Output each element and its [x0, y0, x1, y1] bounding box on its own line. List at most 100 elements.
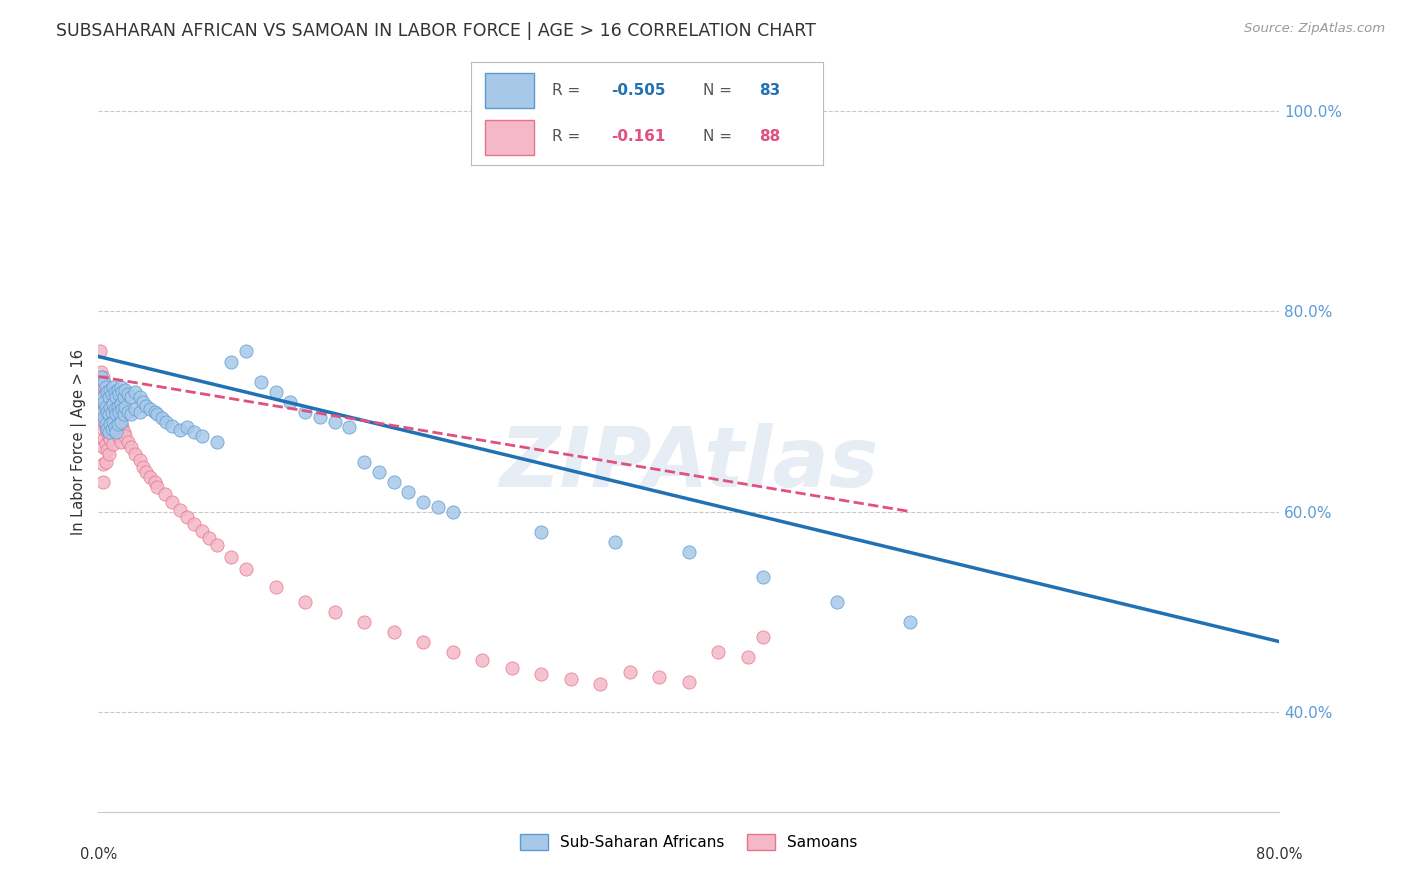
Point: [97, 425, 120, 439]
Point: [96, 442, 118, 457]
Point: [94, 384, 117, 399]
Point: [353, 615, 375, 629]
Point: [648, 670, 671, 684]
Point: [98, 400, 121, 414]
Text: 80.0%: 80.0%: [1256, 847, 1303, 862]
Point: [114, 400, 136, 414]
Point: [98, 396, 121, 410]
Text: R =: R =: [551, 83, 585, 97]
Point: [105, 390, 128, 404]
Point: [108, 404, 131, 418]
Point: [280, 394, 302, 409]
Point: [94, 454, 117, 468]
Point: [94, 419, 117, 434]
Point: [398, 484, 420, 499]
Point: [205, 434, 228, 449]
Point: [91, 390, 114, 404]
Point: [96, 384, 118, 399]
Point: [100, 417, 122, 431]
Text: 0.0%: 0.0%: [80, 847, 117, 862]
Point: [114, 428, 136, 442]
Point: [114, 383, 136, 397]
Point: [97, 446, 120, 460]
Point: [100, 421, 122, 435]
Point: [94, 401, 117, 416]
Point: [93, 415, 115, 429]
Point: [235, 344, 257, 359]
Point: [104, 421, 127, 435]
Text: -0.505: -0.505: [612, 83, 666, 97]
Point: [100, 404, 122, 418]
Point: [103, 419, 125, 434]
Text: ZIPAtlas: ZIPAtlas: [499, 423, 879, 504]
Point: [105, 407, 128, 421]
Point: [112, 390, 135, 404]
Point: [441, 505, 464, 519]
Point: [103, 402, 125, 417]
Point: [143, 475, 166, 489]
Point: [191, 524, 214, 538]
Point: [471, 653, 494, 667]
Point: [90, 384, 112, 399]
Point: [120, 440, 142, 454]
Point: [104, 419, 127, 434]
Point: [98, 415, 121, 429]
Text: -0.161: -0.161: [612, 128, 666, 144]
Point: [501, 660, 523, 674]
Point: [560, 672, 582, 686]
Point: [94, 400, 117, 414]
Point: [294, 594, 316, 608]
Text: 88: 88: [759, 128, 780, 144]
Point: [96, 404, 118, 418]
Point: [339, 419, 361, 434]
Y-axis label: In Labor Force | Age > 16: In Labor Force | Age > 16: [72, 349, 87, 534]
Point: [441, 645, 464, 659]
Point: [107, 426, 129, 441]
Point: [250, 375, 273, 389]
Point: [146, 407, 169, 421]
Point: [91, 369, 114, 384]
Point: [353, 454, 375, 468]
Point: [382, 475, 405, 489]
Point: [124, 401, 146, 416]
Point: [105, 425, 128, 439]
Point: [104, 384, 127, 399]
Point: [108, 386, 131, 401]
Point: [139, 401, 162, 416]
Point: [94, 417, 117, 431]
Point: [103, 379, 125, 393]
Point: [97, 429, 120, 443]
Text: 83: 83: [759, 83, 780, 97]
Point: [530, 666, 553, 681]
Point: [176, 419, 198, 434]
Point: [91, 404, 114, 418]
Text: R =: R =: [551, 128, 591, 144]
Point: [100, 386, 122, 401]
Point: [150, 410, 173, 425]
Point: [93, 375, 115, 389]
Point: [97, 411, 120, 425]
Point: [107, 417, 129, 431]
Point: [97, 407, 120, 421]
Point: [103, 415, 125, 429]
Point: [128, 404, 150, 418]
Text: Source: ZipAtlas.com: Source: ZipAtlas.com: [1244, 22, 1385, 36]
Point: [605, 534, 627, 549]
Point: [90, 400, 112, 414]
Point: [90, 369, 112, 384]
Point: [111, 384, 134, 399]
Point: [103, 396, 125, 410]
Point: [900, 615, 922, 629]
Point: [309, 409, 332, 424]
Point: [107, 383, 129, 397]
Text: SUBSAHARAN AFRICAN VS SAMOAN IN LABOR FORCE | AGE > 16 CORRELATION CHART: SUBSAHARAN AFRICAN VS SAMOAN IN LABOR FO…: [56, 22, 815, 40]
Point: [98, 417, 121, 431]
Point: [93, 394, 115, 409]
Point: [124, 446, 146, 460]
Point: [104, 401, 127, 416]
Point: [235, 561, 257, 575]
Point: [589, 676, 612, 690]
Point: [120, 407, 142, 421]
Point: [135, 465, 157, 479]
Point: [678, 544, 700, 558]
